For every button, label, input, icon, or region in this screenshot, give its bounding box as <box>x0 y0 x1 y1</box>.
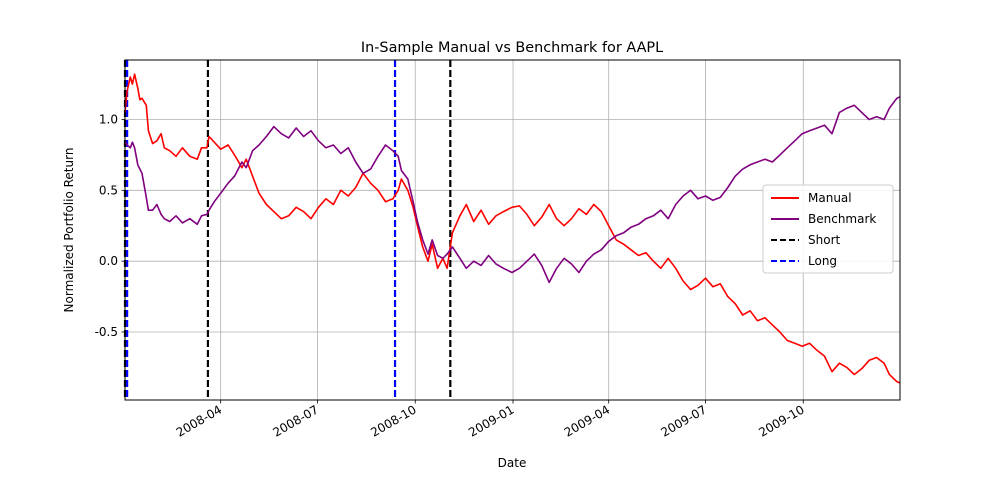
x-axis-ticks: 2008-04 2008-07 2008-10 2009-01 2009-04 2009-… <box>174 400 807 440</box>
manual-series-line <box>124 73 901 384</box>
y-tick-label: 0.5 <box>99 183 118 197</box>
y-axis-title: Normalized Portfolio Return <box>62 148 76 313</box>
legend: Manual Benchmark Short Long <box>762 184 894 274</box>
x-tick-label: 2009-10 <box>756 402 806 439</box>
legend-label: Manual <box>808 191 852 205</box>
plot-frame <box>124 59 901 401</box>
y-tick-label: 1.0 <box>99 113 118 127</box>
y-tick-label: -0.5 <box>95 325 118 339</box>
chart-title: In-Sample Manual vs Benchmark for AAPL <box>361 40 663 56</box>
y-axis-ticks: -0.5 0.0 0.5 1.0 <box>95 113 125 339</box>
benchmark-series-line <box>124 96 901 284</box>
legend-label: Short <box>808 233 840 247</box>
legend-label: Long <box>808 254 837 268</box>
x-tick-label: 2008-04 <box>174 402 224 439</box>
x-tick-label: 2009-01 <box>466 402 516 439</box>
legend-label: Benchmark <box>808 212 876 226</box>
x-axis-title: Date <box>498 456 527 470</box>
x-tick-label: 2008-10 <box>368 402 418 439</box>
legend-box <box>762 184 894 274</box>
x-tick-label: 2009-07 <box>659 402 709 439</box>
signal-lines <box>123 60 452 400</box>
x-tick-label: 2008-07 <box>270 402 320 439</box>
series <box>124 73 901 384</box>
x-tick-label: 2009-04 <box>562 402 612 439</box>
y-tick-label: 0.0 <box>99 254 118 268</box>
